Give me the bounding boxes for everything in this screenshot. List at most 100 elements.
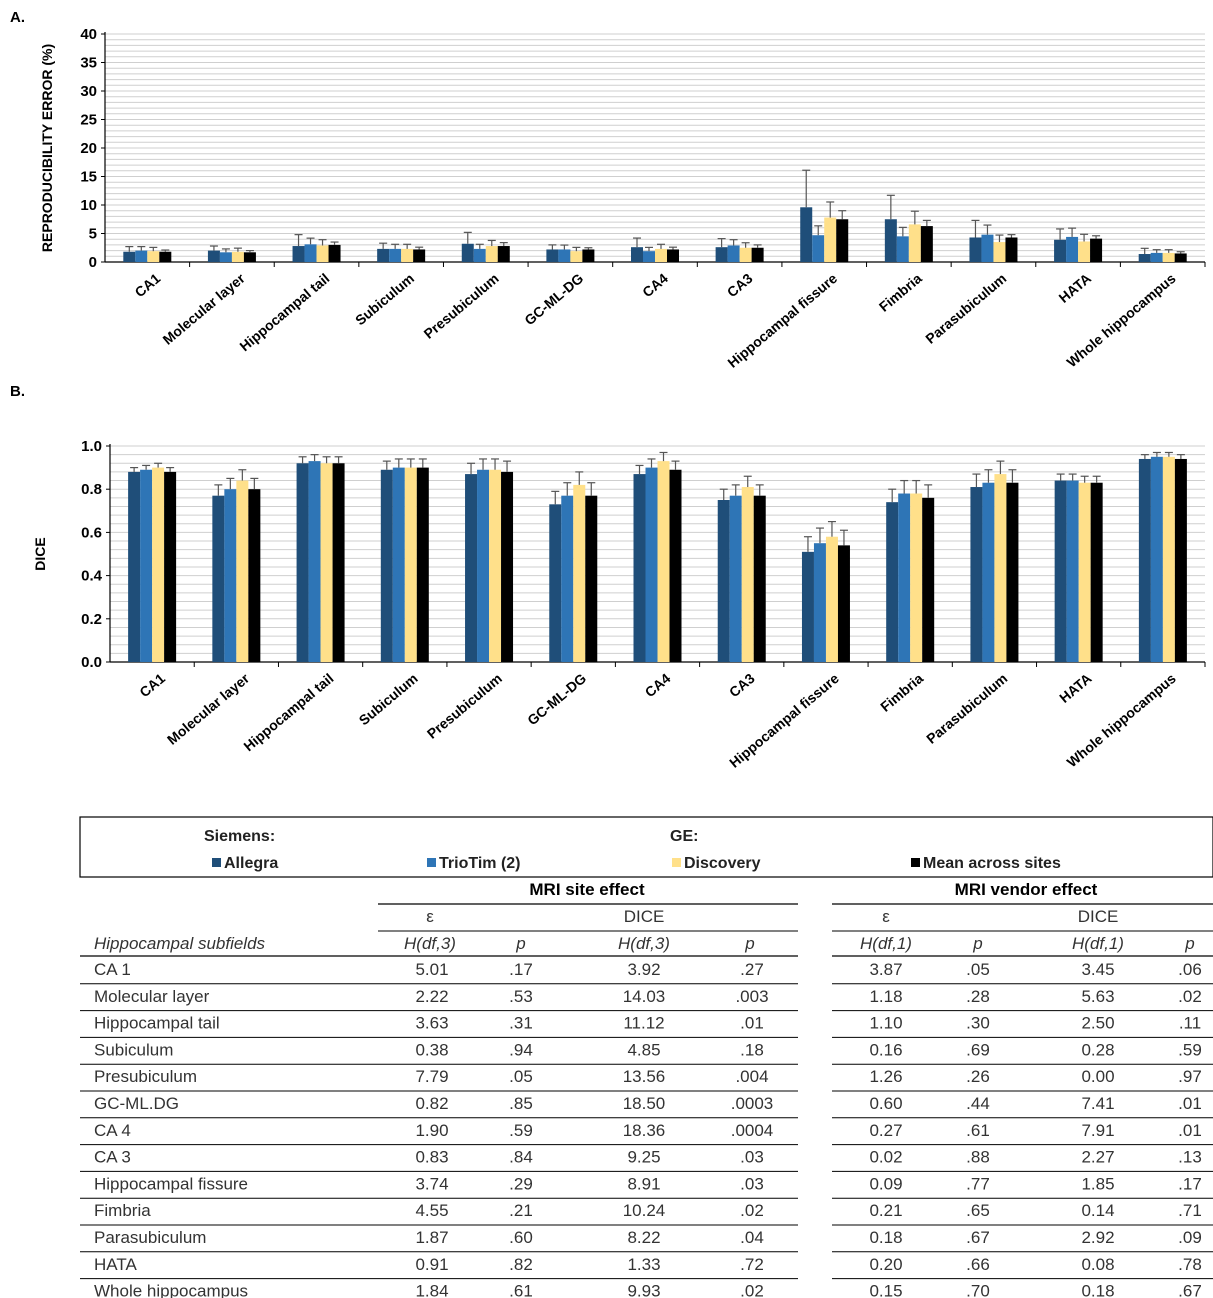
- table-cell: .13: [1178, 1148, 1202, 1167]
- table-row: Molecular layer 2.22 .53 14.03 .003 1.18 .28 5.…: [80, 987, 1213, 1012]
- table-cell: .05: [966, 960, 990, 979]
- table-cell: .18: [740, 1040, 764, 1059]
- table-cell: 0.91: [415, 1255, 448, 1274]
- bar: [128, 471, 141, 662]
- bar: [669, 469, 682, 662]
- category-label: HATA: [1056, 270, 1094, 306]
- table-cell: .59: [1178, 1040, 1202, 1059]
- bar: [1138, 254, 1151, 262]
- bar: [837, 545, 850, 662]
- legend-ge-label: GE:: [670, 828, 698, 845]
- bar: [231, 251, 244, 262]
- y-tick-label: 10: [80, 197, 97, 214]
- category-label: CA3: [724, 270, 756, 300]
- table-cell: 0.00: [1081, 1067, 1114, 1086]
- category-label: Fimbria: [876, 270, 925, 315]
- bar: [243, 252, 256, 262]
- site-h-header: H(df,3): [404, 934, 456, 953]
- site-epsilon-header: ε: [426, 907, 434, 926]
- category-label: Hippocampal tail: [240, 670, 336, 754]
- bar: [135, 250, 148, 262]
- bar: [380, 469, 393, 662]
- bar: [812, 235, 825, 262]
- bar: [558, 249, 571, 262]
- table-cell: .21: [509, 1201, 533, 1220]
- legend-swatch: [427, 858, 436, 867]
- legend-label: Discovery: [684, 855, 761, 872]
- table-row-label: CA 4: [94, 1121, 131, 1140]
- legend-swatch: [911, 858, 920, 867]
- bar: [1054, 239, 1067, 262]
- table-cell: .11: [1179, 1014, 1201, 1033]
- table-cell: 5.01: [415, 960, 448, 979]
- table-cell: 0.14: [1081, 1201, 1114, 1220]
- table-cell: 0.60: [869, 1094, 902, 1113]
- bar: [633, 474, 646, 662]
- table-cell: 2.22: [415, 987, 448, 1006]
- table-cell: .71: [1178, 1201, 1202, 1220]
- bar: [1174, 253, 1187, 262]
- bar: [800, 207, 813, 262]
- bar: [207, 250, 220, 262]
- bar: [667, 249, 679, 262]
- table-row-label: CA 1: [94, 960, 131, 979]
- bar: [908, 224, 921, 262]
- bar: [982, 482, 995, 662]
- table-cell: 11.12: [623, 1014, 664, 1033]
- table-cell: 18.36: [623, 1121, 666, 1140]
- table-cell: .60: [509, 1228, 533, 1247]
- bar: [304, 244, 317, 262]
- table-cell: .84: [509, 1148, 533, 1167]
- table-cell: 2.50: [1081, 1014, 1114, 1033]
- bar: [910, 493, 923, 662]
- table-cell: 18.50: [623, 1094, 666, 1113]
- bar: [1090, 482, 1103, 662]
- table-row: CA 3 0.83 .84 9.25 .03 0.02 .88 2.27 .13: [80, 1148, 1213, 1172]
- table-cell: .28: [966, 987, 990, 1006]
- bar: [655, 248, 667, 262]
- table-cell: 14.03: [623, 987, 666, 1006]
- y-axis-label: REPRODUCIBILITY ERROR (%): [39, 44, 55, 252]
- bar: [886, 502, 899, 662]
- table-cell: .01: [1178, 1094, 1202, 1113]
- y-tick-label: 15: [80, 169, 97, 186]
- legend-swatch: [672, 858, 681, 867]
- bar: [501, 471, 514, 662]
- category-label: Parasubiculum: [922, 270, 1009, 347]
- category-label: Presubiculum: [420, 270, 501, 342]
- table-cell: .61: [509, 1282, 533, 1298]
- legend: Siemens: GE: Allegra TrioTim (2) Discovery…: [79, 816, 1213, 878]
- table-row-label: CA 3: [94, 1148, 131, 1167]
- table-cell: .004: [735, 1067, 768, 1086]
- table-row: GC-ML.DG 0.82 .85 18.50 .0003 0.60 .44 7.41 .01: [80, 1094, 1213, 1119]
- bar: [320, 463, 333, 662]
- stats-table: MRI site effect MRI vendor effect ε DICE…: [80, 880, 1213, 1298]
- table-cell: 1.26: [869, 1067, 902, 1086]
- bar: [549, 504, 562, 662]
- bar: [582, 249, 595, 262]
- table-row-label: Molecular layer: [94, 987, 210, 1006]
- bar: [836, 219, 849, 262]
- panel-b-label: B.: [10, 383, 25, 400]
- site-dice-header: DICE: [624, 907, 665, 926]
- bar: [729, 495, 742, 662]
- category-label: HATA: [1056, 670, 1094, 706]
- bar: [401, 248, 414, 262]
- vendor-effect-title: MRI vendor effect: [955, 880, 1098, 899]
- bar: [922, 497, 935, 662]
- table-cell: .27: [740, 960, 764, 979]
- table-cell: .88: [966, 1148, 990, 1167]
- site-effect-title: MRI site effect: [529, 880, 645, 899]
- bar: [497, 246, 510, 262]
- bar: [585, 495, 598, 662]
- bar: [1078, 241, 1091, 262]
- vendor-p-header: p: [972, 934, 982, 953]
- bar: [825, 536, 838, 662]
- bar: [643, 251, 655, 262]
- bar: [296, 463, 309, 662]
- bar: [1150, 252, 1163, 262]
- bar: [224, 489, 237, 662]
- table-cell: .02: [740, 1201, 764, 1220]
- table-cell: .0004: [731, 1121, 774, 1140]
